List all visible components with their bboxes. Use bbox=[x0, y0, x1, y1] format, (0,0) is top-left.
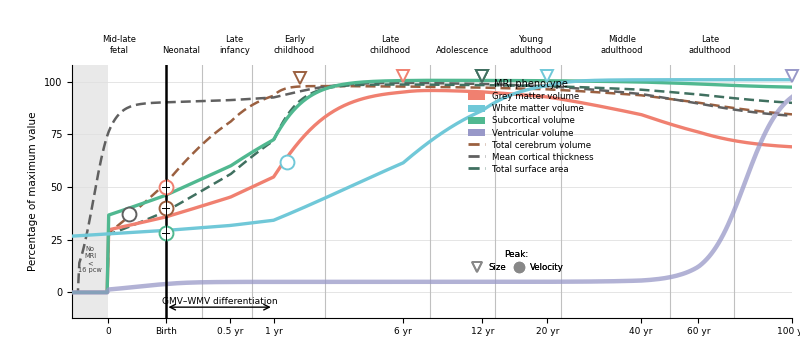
Text: Neonatal: Neonatal bbox=[162, 46, 200, 55]
Text: Late
infancy: Late infancy bbox=[219, 35, 250, 55]
Text: Late
adulthood: Late adulthood bbox=[689, 35, 731, 55]
Y-axis label: Percentage of maximum value: Percentage of maximum value bbox=[28, 112, 38, 271]
Text: Early
childhood: Early childhood bbox=[274, 35, 315, 55]
Text: No
MRI
<
16 pcw: No MRI < 16 pcw bbox=[78, 247, 102, 274]
Text: Middle
adulthood: Middle adulthood bbox=[601, 35, 643, 55]
Bar bbox=[72, 65, 108, 318]
Text: Mid-late
fetal: Mid-late fetal bbox=[102, 35, 137, 55]
Text: Adolescence: Adolescence bbox=[436, 46, 490, 55]
Text: Young
adulthood: Young adulthood bbox=[510, 35, 552, 55]
Text: GMV–WMV differentiation: GMV–WMV differentiation bbox=[162, 297, 278, 306]
Legend: Size, Velocity: Size, Velocity bbox=[465, 246, 567, 275]
Text: Late
childhood: Late childhood bbox=[370, 35, 411, 55]
